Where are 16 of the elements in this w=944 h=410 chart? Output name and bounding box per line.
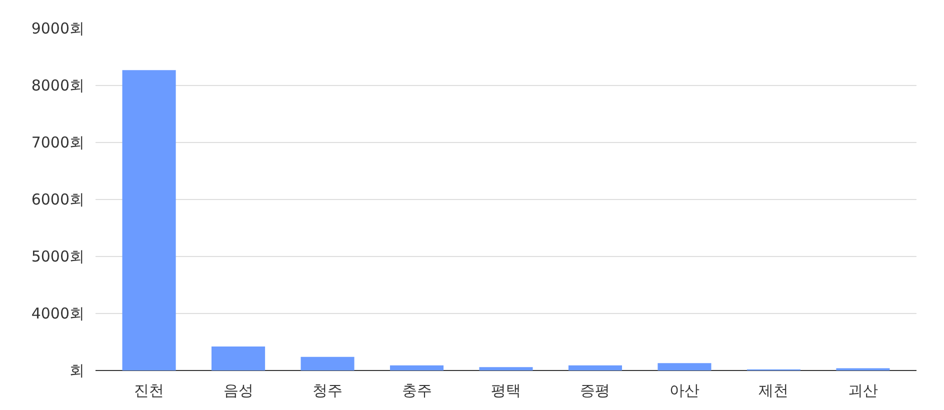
y-tick-label: 회: [70, 362, 84, 380]
x-tick-label: 충주: [402, 382, 432, 400]
y-tick-label: 6000회: [31, 190, 85, 208]
x-tick-label: 증평: [580, 382, 610, 400]
x-tick-label: 진천: [134, 382, 164, 400]
x-tick-label: 괴산: [848, 382, 878, 400]
x-tick-label: 아산: [669, 382, 700, 400]
y-tick-label: 7000회: [31, 134, 85, 152]
x-tick-label: 제천: [758, 382, 789, 400]
y-tick-label: 9000회: [31, 20, 85, 38]
y-tick-label: 8000회: [31, 76, 85, 94]
y-tick-label: 4000회: [31, 304, 85, 322]
y-tick-label: 5000회: [31, 248, 85, 266]
x-tick-label: 청주: [312, 382, 343, 400]
x-tick-label: 음성: [223, 382, 254, 400]
x-tick-label: 평택: [491, 382, 521, 400]
